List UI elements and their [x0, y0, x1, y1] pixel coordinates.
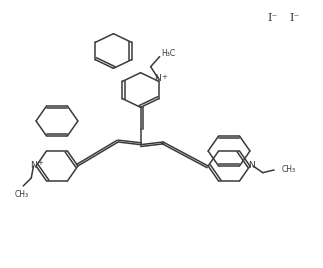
Text: CH₃: CH₃ — [15, 190, 29, 199]
Text: N: N — [248, 162, 255, 170]
Text: N: N — [30, 162, 37, 170]
Text: +: + — [37, 160, 43, 166]
Text: CH₃: CH₃ — [282, 166, 296, 174]
Text: I⁻: I⁻ — [267, 13, 278, 23]
Text: +: + — [162, 73, 167, 80]
Text: I⁻: I⁻ — [290, 13, 300, 23]
Text: H₃C: H₃C — [161, 49, 175, 58]
Text: N: N — [154, 74, 161, 83]
